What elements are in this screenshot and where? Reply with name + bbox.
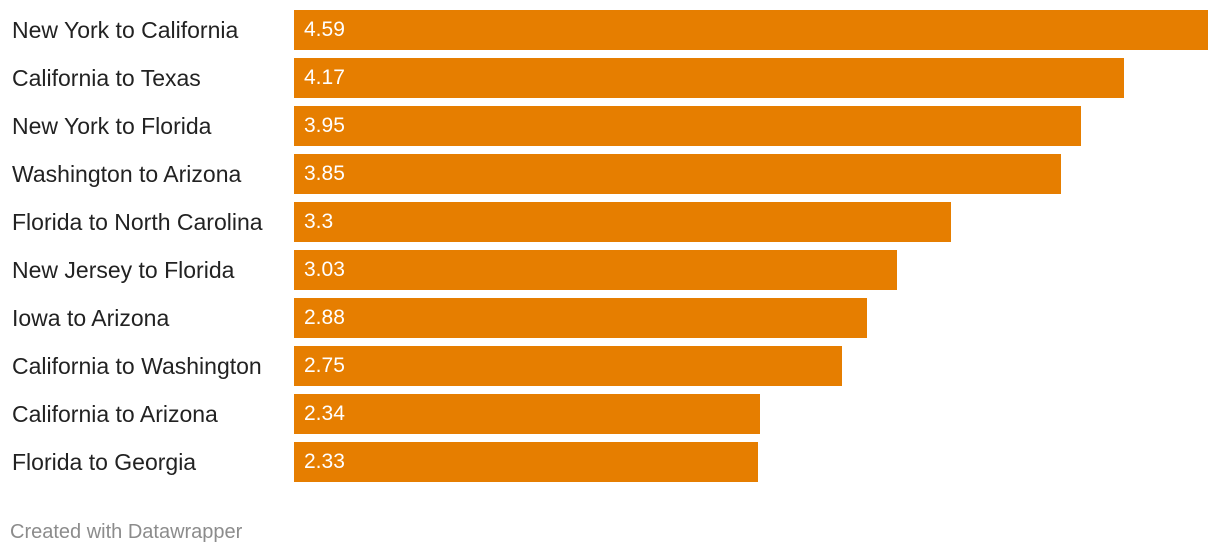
bar-row: Washington to Arizona 3.85	[0, 154, 1220, 194]
bar	[294, 442, 758, 482]
bar	[294, 154, 1061, 194]
bar-value-label: 2.75	[304, 354, 345, 377]
category-label: Florida to Georgia	[12, 449, 197, 475]
category-label: Iowa to Arizona	[12, 305, 170, 331]
bar-row: California to Washington 2.75	[0, 346, 1220, 386]
bar	[294, 346, 842, 386]
bar	[294, 250, 898, 290]
category-label: Washington to Arizona	[12, 161, 242, 187]
bar-value-label: 3.85	[304, 162, 345, 185]
bar	[294, 10, 1208, 50]
bar-row: California to Arizona 2.34	[0, 394, 1220, 434]
bar	[294, 58, 1125, 98]
datawrapper-credit[interactable]: Created with Datawrapper	[10, 521, 243, 543]
category-label: New York to Florida	[12, 113, 212, 139]
bar	[294, 106, 1081, 146]
bar-value-label: 4.59	[304, 18, 345, 41]
bar-value-label: 3.3	[304, 210, 334, 233]
bar-row: New York to California 4.59	[0, 10, 1220, 50]
bar-value-label: 3.95	[304, 114, 345, 137]
bar-row: Florida to Georgia 2.33	[0, 442, 1220, 482]
bar-row: Iowa to Arizona 2.88	[0, 298, 1220, 338]
bar	[294, 202, 952, 242]
bar-value-label: 2.33	[304, 450, 345, 473]
bar-value-label: 3.03	[304, 258, 345, 281]
bar-value-label: 4.17	[304, 66, 345, 89]
bar	[294, 394, 760, 434]
bar-row: California to Texas 4.17	[0, 58, 1220, 98]
category-label: California to Texas	[12, 65, 201, 91]
bar-value-label: 2.34	[304, 402, 345, 425]
bar-chart: New York to California 4.59 California to …	[0, 10, 1220, 482]
bar	[294, 298, 868, 338]
bar-row: New Jersey to Florida 3.03	[0, 250, 1220, 290]
bar-row: New York to Florida 3.95	[0, 106, 1220, 146]
bar-value-label: 2.88	[304, 306, 345, 329]
category-label: New Jersey to Florida	[12, 257, 235, 283]
category-label: New York to California	[12, 17, 239, 43]
category-label: California to Arizona	[12, 401, 218, 427]
bar-row: Florida to North Carolina 3.3	[0, 202, 1220, 242]
category-label: Florida to North Carolina	[12, 209, 263, 235]
category-label: California to Washington	[12, 353, 262, 379]
